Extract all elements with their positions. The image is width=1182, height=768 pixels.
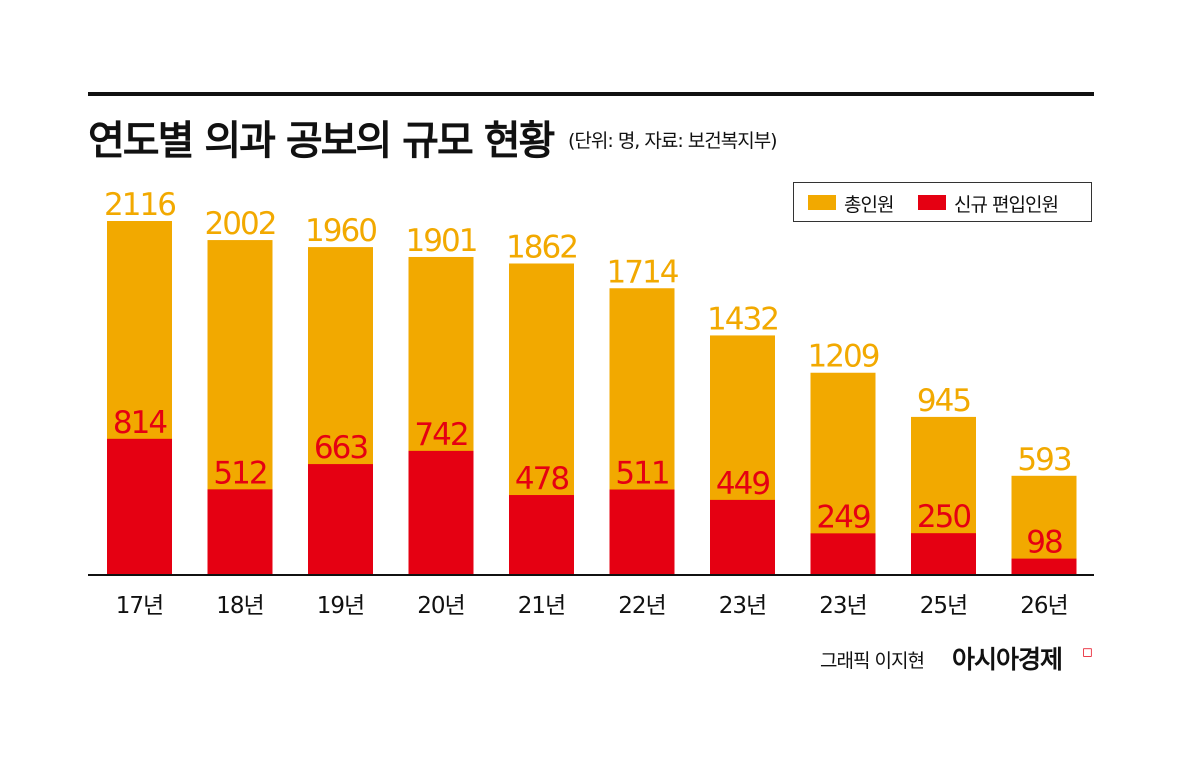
bar-total: [1011, 475, 1077, 575]
data-label-new: 663: [314, 430, 367, 466]
data-label-new: 511: [615, 456, 668, 492]
data-label-total: 1209: [808, 339, 879, 375]
brand-logo: 아시아경제: [952, 645, 1063, 674]
data-label-total: 1960: [305, 213, 376, 249]
data-label-total: 945: [917, 383, 970, 419]
data-label-new: 478: [515, 461, 568, 497]
brand-mark-icon: ◻: [1082, 645, 1093, 660]
bar-new: [408, 450, 474, 575]
x-tick-label: 23년: [819, 593, 866, 619]
legend: 총인원 신규 편입인원: [793, 182, 1092, 222]
graphic-credit: 그래픽 이지현: [820, 650, 925, 672]
data-label-new: 742: [414, 417, 467, 453]
bar-new: [710, 499, 775, 575]
legend-swatch-total: [808, 195, 836, 210]
x-tick-label: 18년: [216, 593, 263, 619]
x-tick-label: 21년: [518, 593, 565, 619]
legend-label-new: 신규 편입인원: [954, 194, 1059, 216]
bar-new: [609, 489, 675, 575]
bar-new: [911, 533, 976, 575]
data-label-new: 814: [113, 405, 166, 441]
data-label-new: 449: [716, 466, 769, 502]
legend-swatch-new: [918, 195, 946, 210]
bar-new: [1011, 558, 1077, 575]
data-label-total: 1901: [406, 223, 477, 259]
chart-subtitle: (단위: 명, 자료: 보건복지부): [568, 130, 778, 152]
data-label-new: 250: [917, 499, 970, 535]
x-tick-label: 26년: [1020, 593, 1067, 619]
data-label-new: 98: [1026, 525, 1062, 561]
x-tick-label: 25년: [920, 593, 967, 619]
data-label-total: 1862: [506, 229, 577, 265]
chart-title: 연도별 의과 공보의 규모 현황: [88, 118, 555, 164]
top-rule: [88, 92, 1094, 96]
legend-label-total: 총인원: [844, 194, 894, 216]
bar-new: [509, 495, 574, 575]
bar-new: [810, 533, 876, 575]
data-label-new: 249: [816, 499, 869, 535]
bar-new: [308, 464, 373, 575]
bar-new: [207, 489, 273, 575]
x-tick-label: 19년: [317, 593, 364, 619]
data-label-total: 2116: [104, 187, 175, 223]
data-label-total: 1432: [707, 301, 778, 337]
x-tick-label: 17년: [116, 593, 163, 619]
x-tick-label: 22년: [618, 593, 665, 619]
bar-new: [107, 438, 172, 575]
data-label-total: 593: [1017, 442, 1070, 478]
data-label-new: 512: [213, 455, 266, 491]
data-label-total: 1714: [607, 254, 678, 290]
data-label-total: 2002: [205, 206, 276, 242]
x-tick-label: 20년: [417, 593, 464, 619]
x-tick-label: 23년: [719, 593, 766, 619]
